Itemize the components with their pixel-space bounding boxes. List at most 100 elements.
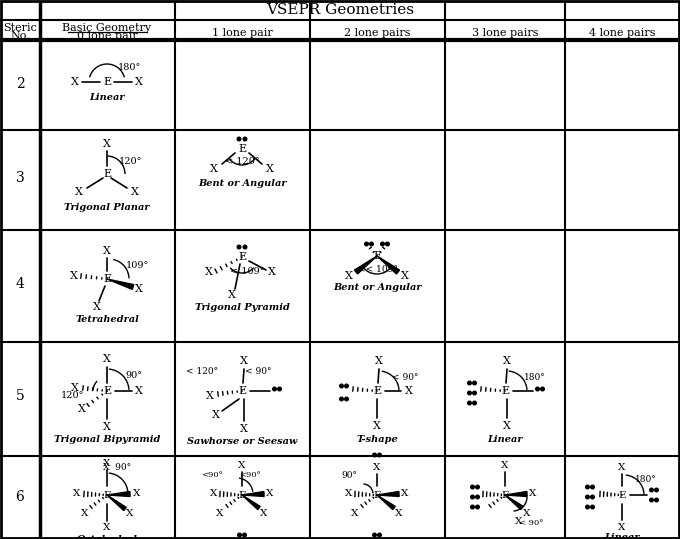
Text: X: X xyxy=(103,422,111,432)
Text: X: X xyxy=(618,522,626,531)
Text: X: X xyxy=(618,462,626,472)
Text: E: E xyxy=(103,77,111,87)
Text: Linear: Linear xyxy=(488,434,523,444)
Text: < 120°: < 120° xyxy=(186,367,218,376)
Text: Steric: Steric xyxy=(3,23,37,33)
Text: 109°: 109° xyxy=(125,260,149,270)
Circle shape xyxy=(468,401,471,405)
Text: X: X xyxy=(206,391,214,401)
Text: 120°: 120° xyxy=(119,156,143,165)
Text: 1 lone pair: 1 lone pair xyxy=(211,28,273,38)
Text: X: X xyxy=(405,386,413,396)
Text: X: X xyxy=(133,488,141,497)
Text: X: X xyxy=(210,488,218,497)
Circle shape xyxy=(468,391,471,395)
Text: X: X xyxy=(135,284,143,294)
Polygon shape xyxy=(354,256,377,274)
Text: 5: 5 xyxy=(16,389,24,403)
Text: X  90°: X 90° xyxy=(103,462,131,472)
Text: Bent or Angular: Bent or Angular xyxy=(333,284,421,293)
Text: X: X xyxy=(216,508,224,517)
Text: 4: 4 xyxy=(16,277,24,291)
Text: < 120°: < 120° xyxy=(224,156,259,165)
Polygon shape xyxy=(377,492,399,496)
Circle shape xyxy=(345,384,348,388)
Text: X: X xyxy=(71,77,79,87)
Text: 180°: 180° xyxy=(635,475,657,485)
Text: E: E xyxy=(238,386,246,396)
Circle shape xyxy=(243,137,247,141)
Text: 180°: 180° xyxy=(118,64,141,73)
Circle shape xyxy=(585,495,590,499)
Text: E: E xyxy=(238,252,246,262)
Circle shape xyxy=(238,533,241,537)
Text: X: X xyxy=(103,459,111,467)
Circle shape xyxy=(473,381,476,385)
Text: E: E xyxy=(103,274,111,284)
Text: Sawhorse or Seesaw: Sawhorse or Seesaw xyxy=(187,437,297,446)
Text: E: E xyxy=(238,144,246,154)
Text: E: E xyxy=(103,490,111,500)
Circle shape xyxy=(471,505,475,509)
Text: X: X xyxy=(395,508,403,517)
Circle shape xyxy=(471,485,475,489)
Circle shape xyxy=(585,485,590,489)
Text: X: X xyxy=(131,187,139,197)
Circle shape xyxy=(237,137,241,141)
Polygon shape xyxy=(107,492,130,496)
Circle shape xyxy=(468,381,471,385)
Text: X: X xyxy=(501,460,509,469)
Circle shape xyxy=(377,533,381,537)
Circle shape xyxy=(655,498,658,502)
Text: X: X xyxy=(401,488,409,497)
Text: E: E xyxy=(373,386,381,396)
Text: 90°: 90° xyxy=(341,471,357,480)
Polygon shape xyxy=(242,492,264,496)
Text: X: X xyxy=(238,460,245,469)
Text: X: X xyxy=(375,356,383,366)
Text: X: X xyxy=(103,246,111,256)
Text: << 109°: << 109° xyxy=(358,265,398,273)
Text: VSEPR Geometries: VSEPR Geometries xyxy=(266,3,414,17)
Circle shape xyxy=(340,384,343,388)
Text: E: E xyxy=(501,386,509,396)
Text: X: X xyxy=(503,421,511,431)
Text: X: X xyxy=(503,356,511,366)
Text: X: X xyxy=(103,354,111,364)
Text: X: X xyxy=(228,290,236,300)
Text: X: X xyxy=(267,488,273,497)
Circle shape xyxy=(340,397,343,401)
Polygon shape xyxy=(505,495,523,509)
Text: 120°: 120° xyxy=(61,391,85,400)
Polygon shape xyxy=(107,279,134,289)
Text: X: X xyxy=(78,404,86,414)
Text: 2: 2 xyxy=(16,77,24,91)
Circle shape xyxy=(476,505,479,509)
Text: Trigonal Pyramid: Trigonal Pyramid xyxy=(194,302,290,312)
Text: X: X xyxy=(75,187,83,197)
Text: X: X xyxy=(373,462,381,472)
Text: E: E xyxy=(373,490,381,500)
Text: 4 lone pairs: 4 lone pairs xyxy=(589,28,656,38)
Text: 90°: 90° xyxy=(126,371,143,381)
Text: Bent or Angular: Bent or Angular xyxy=(198,178,286,188)
Text: X: X xyxy=(373,421,381,431)
Polygon shape xyxy=(505,492,527,496)
Text: X: X xyxy=(73,488,81,497)
Text: Basic Geometry: Basic Geometry xyxy=(63,23,152,33)
Text: E: E xyxy=(103,386,111,396)
Text: X: X xyxy=(515,516,523,526)
Text: X: X xyxy=(71,383,79,393)
Polygon shape xyxy=(377,256,400,274)
Text: X: X xyxy=(345,488,353,497)
Circle shape xyxy=(476,485,479,489)
Circle shape xyxy=(237,245,241,249)
Text: 2 lone pairs: 2 lone pairs xyxy=(344,28,410,38)
Text: X: X xyxy=(268,267,276,277)
Circle shape xyxy=(345,397,348,401)
Text: Trigonal Bipyramid: Trigonal Bipyramid xyxy=(54,434,160,444)
Text: X: X xyxy=(352,508,358,517)
Polygon shape xyxy=(377,495,395,509)
Text: X: X xyxy=(212,410,220,420)
Circle shape xyxy=(541,387,544,391)
